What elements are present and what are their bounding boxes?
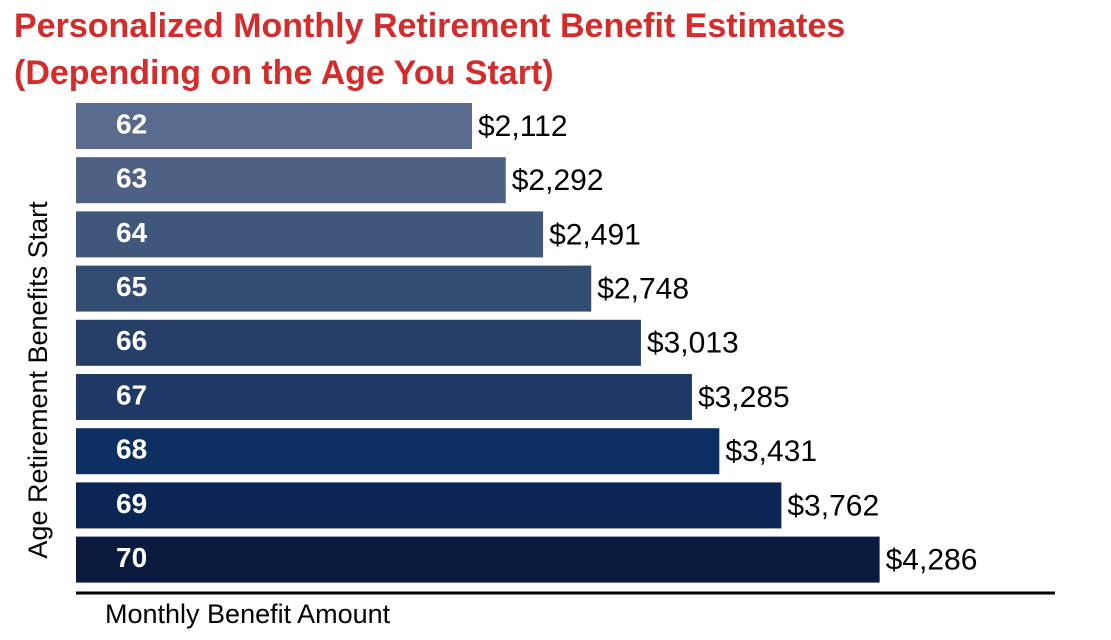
chart-title: Personalized Monthly Retirement Benefit … xyxy=(14,7,845,45)
value-label: $3,285 xyxy=(698,381,790,414)
bar xyxy=(76,265,592,312)
value-label: $4,286 xyxy=(886,544,978,577)
category-label: 64 xyxy=(116,217,148,248)
bar xyxy=(76,103,472,149)
category-label: 67 xyxy=(116,379,147,410)
chart-title: (Depending on the Age You Start) xyxy=(14,54,554,92)
value-label: $2,112 xyxy=(478,110,568,143)
bar xyxy=(76,211,544,258)
bar xyxy=(76,482,782,529)
value-label: $2,748 xyxy=(597,273,689,306)
bar xyxy=(76,374,692,420)
category-label: 66 xyxy=(116,325,147,356)
x-axis-label: Monthly Benefit Amount xyxy=(105,599,391,629)
category-label: 70 xyxy=(116,542,147,573)
y-axis-label: Age Retirement Benefits Start xyxy=(23,201,53,559)
category-label: 62 xyxy=(116,108,147,139)
category-label: 68 xyxy=(116,434,147,465)
value-label: $2,491 xyxy=(549,218,641,251)
bar xyxy=(76,536,880,583)
bar xyxy=(76,319,641,366)
category-label: 65 xyxy=(116,271,147,302)
value-label: $2,292 xyxy=(512,164,604,197)
value-label: $3,762 xyxy=(787,489,879,522)
category-label: 63 xyxy=(116,163,147,194)
bar xyxy=(76,428,720,475)
value-label: $3,013 xyxy=(647,327,739,360)
category-label: 69 xyxy=(116,488,147,519)
value-label: $3,431 xyxy=(725,435,817,468)
bar xyxy=(76,157,506,204)
